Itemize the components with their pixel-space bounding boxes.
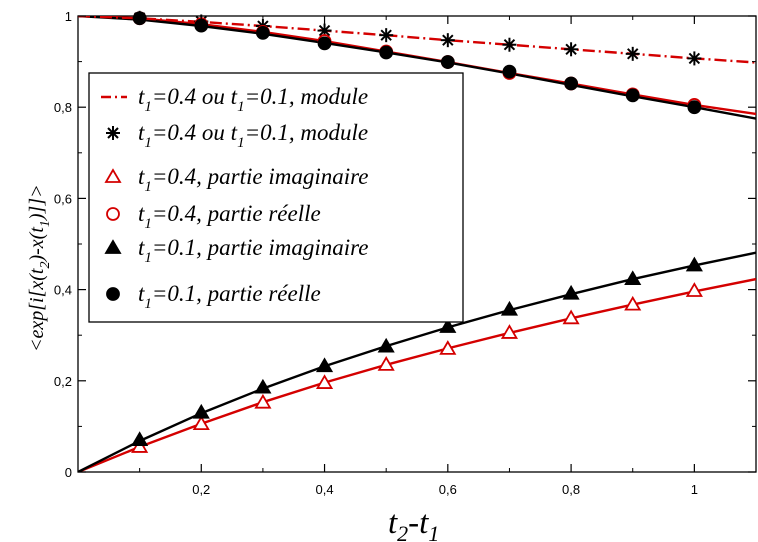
x-tick-label: 0,2 bbox=[192, 482, 210, 497]
y-axis-ticks: 0 0,2 0,4 0,6 0,8 1 bbox=[54, 9, 756, 480]
legend-swatch bbox=[106, 287, 120, 301]
x-axis-ticks: 0,2 0,4 0,6 0,8 1 bbox=[139, 16, 698, 497]
legend-entry-re01_circ: t1=0.1, partie réelle bbox=[106, 281, 321, 312]
point-im01_tri bbox=[315, 357, 334, 373]
legend-swatch bbox=[104, 239, 122, 254]
legend: t1=0.4 ou t1=0.1, module t1=0.4 ou t1=0.1… bbox=[88, 72, 464, 323]
point-im04_tri bbox=[685, 282, 703, 297]
point-im04_tri bbox=[377, 356, 395, 371]
point-mod_star bbox=[564, 42, 579, 57]
point-re01_circ bbox=[564, 76, 578, 91]
point-im04_tri bbox=[439, 340, 457, 355]
point-im01_tri bbox=[377, 337, 395, 353]
legend-label: t1=0.1, partie imaginaire bbox=[138, 235, 368, 266]
point-im04_tri bbox=[192, 415, 210, 431]
y-tick-label: 0,2 bbox=[54, 374, 72, 389]
point-im04_tri bbox=[562, 309, 580, 325]
series-line-mod_line bbox=[78, 16, 756, 64]
legend-entry-im01_tri: t1=0.1, partie imaginaire bbox=[104, 235, 368, 266]
point-re01_circ bbox=[502, 64, 517, 79]
y-tick-label: 0,6 bbox=[54, 191, 72, 206]
fit-curve-fit_im04 bbox=[78, 277, 756, 472]
legend-box bbox=[88, 72, 464, 323]
point-mod_star bbox=[687, 51, 702, 66]
legend-label: t1=0.4 ou t1=0.1, module bbox=[138, 84, 368, 115]
point-im01_tri bbox=[131, 431, 149, 446]
y-tick-label: 1 bbox=[65, 9, 72, 24]
point-re01_circ bbox=[440, 55, 455, 69]
point-im01_tri bbox=[192, 403, 210, 419]
legend-label: t1=0.4, partie imaginaire bbox=[138, 164, 368, 195]
x-axis-label: t2-t1 bbox=[388, 505, 439, 542]
point-re01_circ bbox=[256, 25, 270, 40]
point-im04_tri bbox=[254, 393, 272, 409]
legend-entry-re04_circ: t1=0.4, partie réelle bbox=[106, 201, 321, 232]
legend-label: t1=0.4 ou t1=0.1, module bbox=[138, 120, 368, 151]
point-re01_circ bbox=[625, 88, 640, 103]
legend-label: t1=0.1, partie réelle bbox=[138, 281, 321, 312]
legend-entry-mod_line: t1=0.4 ou t1=0.1, module bbox=[101, 84, 368, 115]
y-tick-label: 0,4 bbox=[54, 283, 72, 298]
point-re01_circ bbox=[317, 36, 332, 51]
legend-swatch bbox=[106, 207, 120, 221]
curves bbox=[78, 16, 756, 472]
y-tick-label: 0 bbox=[65, 465, 72, 480]
y-tick-label: 0,8 bbox=[54, 100, 72, 115]
point-im01_tri bbox=[562, 284, 580, 300]
legend-label: t1=0.4, partie réelle bbox=[138, 201, 321, 232]
point-mod_star bbox=[625, 46, 640, 61]
x-tick-label: 0,6 bbox=[439, 482, 457, 497]
x-tick-label: 0,8 bbox=[562, 482, 580, 497]
plot-area bbox=[77, 10, 757, 473]
point-im01_tri bbox=[624, 270, 642, 286]
point-mod_star bbox=[379, 28, 394, 43]
point-im01_tri bbox=[685, 256, 703, 272]
legend-swatch bbox=[106, 126, 120, 140]
fit-curve-fit_im01 bbox=[78, 251, 756, 472]
point-im01_tri bbox=[439, 318, 457, 333]
legend-entry-mod_star: t1=0.4 ou t1=0.1, module bbox=[106, 120, 368, 151]
legend-swatch bbox=[104, 168, 122, 183]
point-im04_tri bbox=[624, 295, 642, 311]
point-re01_circ bbox=[379, 45, 394, 60]
point-im01_tri bbox=[500, 300, 519, 316]
point-im04_tri bbox=[315, 374, 334, 389]
point-mod_star bbox=[440, 33, 455, 48]
point-re01_circ bbox=[687, 100, 702, 115]
legend-entry-im04_tri: t1=0.4, partie imaginaire bbox=[104, 164, 368, 195]
x-tick-label: 1 bbox=[691, 482, 698, 497]
point-mod_star bbox=[502, 37, 517, 52]
fit-curve-fit_re01 bbox=[78, 16, 756, 120]
point-im04_tri bbox=[500, 324, 519, 339]
point-im01_tri bbox=[254, 378, 272, 394]
y-axis-label: <exp[i[x(t2)-x(t1)]]> bbox=[26, 184, 53, 352]
x-tick-label: 0,4 bbox=[316, 482, 334, 497]
